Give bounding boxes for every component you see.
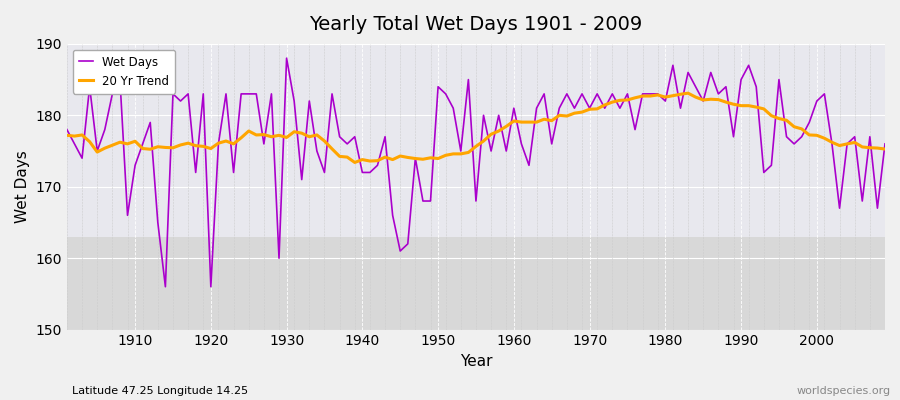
20 Yr Trend [61, 133, 72, 138]
20 Yr Trend [289, 129, 300, 134]
Wet Days [61, 127, 72, 132]
Wet Days [516, 142, 526, 146]
Wet Days [160, 284, 171, 289]
20 Yr Trend [683, 91, 694, 96]
Wet Days [122, 213, 133, 218]
20 Yr Trend [349, 160, 360, 165]
20 Yr Trend [334, 154, 345, 159]
Wet Days [304, 99, 315, 104]
20 Yr Trend [607, 100, 617, 104]
Line: 20 Yr Trend: 20 Yr Trend [67, 93, 885, 162]
20 Yr Trend [122, 142, 133, 146]
Title: Yearly Total Wet Days 1901 - 2009: Yearly Total Wet Days 1901 - 2009 [310, 15, 643, 34]
Wet Days [281, 56, 292, 60]
Bar [67, 44, 885, 237]
Bar [67, 237, 885, 330]
Wet Days [524, 163, 535, 168]
Wet Days [879, 142, 890, 146]
Wet Days [615, 106, 626, 110]
Line: Wet Days: Wet Days [67, 58, 885, 287]
20 Yr Trend [879, 147, 890, 152]
Text: Latitude 47.25 Longitude 14.25: Latitude 47.25 Longitude 14.25 [72, 386, 248, 396]
20 Yr Trend [508, 119, 519, 124]
20 Yr Trend [516, 120, 526, 124]
Text: worldspecies.org: worldspecies.org [796, 386, 891, 396]
Wet Days [349, 134, 360, 139]
Y-axis label: Wet Days: Wet Days [15, 150, 30, 223]
Legend: Wet Days, 20 Yr Trend: Wet Days, 20 Yr Trend [73, 50, 176, 94]
X-axis label: Year: Year [460, 354, 492, 369]
